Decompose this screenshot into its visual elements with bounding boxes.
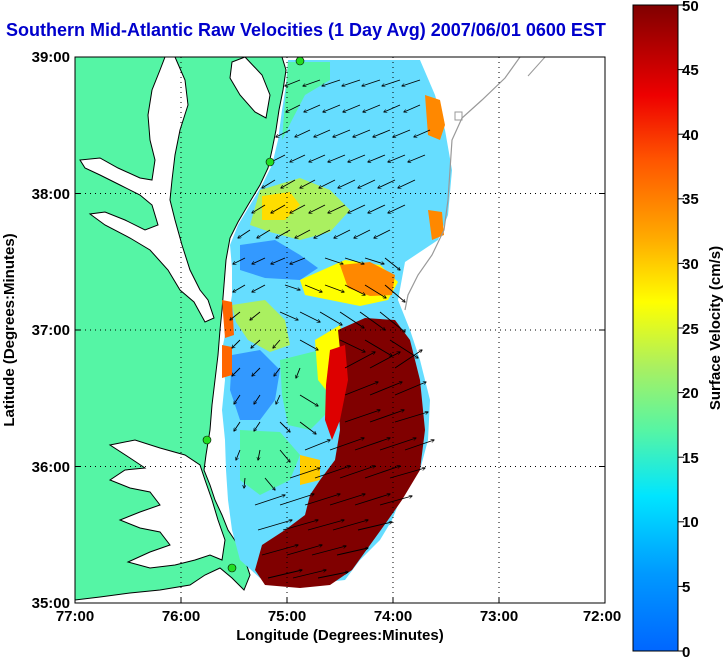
y-tick-label: 37:00 [32,322,70,339]
colorbar-tick-label: 35 [682,191,699,208]
delaware-bay [229,57,271,119]
colorbar-tick-label: 15 [682,450,699,467]
colorbar-tick-label: 50 [682,0,699,15]
chesapeake-bay [79,57,215,323]
colorbar-tick-label: 0 [682,644,690,659]
x-tick-label: 74:00 [374,608,412,625]
pamlico-sound [108,439,226,569]
colorbar-tick-label: 45 [682,62,699,79]
y-tick-label: 39:00 [32,49,70,66]
x-tick-label: 75:00 [268,608,306,625]
x-tick-label: 77:00 [56,608,94,625]
colorbar-tick-label: 10 [682,514,699,531]
y-axis-label: Latitude (Degrees:Minutes) [1,233,18,426]
colorbar: 50 45 40 35 30 25 20 15 10 5 0 Surface V… [632,0,724,659]
x-tick-labels: 77:00 76:00 75:00 74:00 73:00 72:00 [56,608,621,625]
y-tick-labels: 39:00 38:00 37:00 36:00 35:00 [32,49,70,612]
x-tick-label: 76:00 [162,608,200,625]
grid-lines [75,57,605,603]
shelf-contour [404,57,521,311]
colorbar-tick-label: 40 [682,127,699,144]
x-axis-label: Longitude (Degrees:Minutes) [236,627,444,644]
y-tick-label: 36:00 [32,459,70,476]
velocity-field [222,60,452,588]
station-marker [202,435,212,445]
colorbar-tick-label: 5 [682,579,690,596]
colorbar-label: Surface Velocity (cm/s) [707,246,724,410]
colorbar-tick-label: 30 [682,256,699,273]
colorbar-tick-label: 20 [682,385,699,402]
station-marker [265,157,275,167]
x-tick-label: 73:00 [480,608,518,625]
y-tick-label: 38:00 [32,186,70,203]
station-marker [227,563,237,573]
station-marker [295,57,305,66]
map-title: Southern Mid-Atlantic Raw Velocities (1 … [6,20,606,40]
plot-area [74,56,606,604]
radar-stations [202,57,305,573]
land-mass [75,57,287,601]
x-tick-label: 72:00 [583,608,621,625]
y-tick-label: 35:00 [32,595,70,612]
colorbar-tick-label: 25 [682,321,699,338]
